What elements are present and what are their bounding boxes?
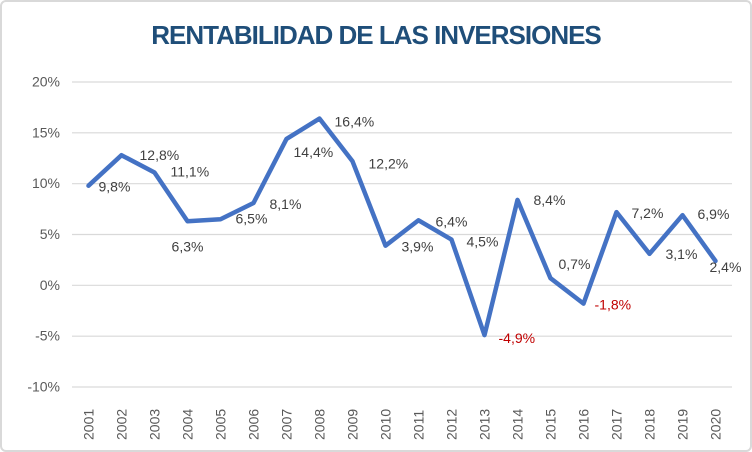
- x-tick-label: 2012: [444, 409, 460, 440]
- x-tick-label: 2015: [543, 409, 559, 440]
- x-tick-label: 2006: [246, 409, 262, 440]
- y-tick-label: 15%: [32, 124, 60, 140]
- data-label: 6,9%: [698, 206, 730, 222]
- data-label: 11,1%: [171, 163, 210, 179]
- x-tick-label: 2017: [609, 409, 625, 440]
- data-label: 8,4%: [534, 192, 566, 208]
- data-label: 14,4%: [294, 144, 334, 160]
- x-tick-label: 2009: [345, 409, 361, 440]
- x-tick-label: 2007: [279, 409, 295, 440]
- x-tick-label: 2016: [576, 409, 592, 440]
- data-label: 3,9%: [402, 239, 434, 255]
- data-label: 6,3%: [172, 238, 204, 254]
- x-tick-label: 2019: [675, 409, 691, 440]
- x-tick-label: 2005: [213, 409, 229, 440]
- x-tick-label: 2001: [81, 409, 97, 440]
- x-tick-label: 2018: [642, 409, 658, 440]
- y-tick-label: 10%: [32, 175, 60, 191]
- x-tick-label: 2010: [378, 409, 394, 440]
- x-tick-label: 2011: [411, 410, 427, 440]
- data-label: 3,1%: [666, 246, 698, 262]
- x-tick-label: 2002: [114, 409, 130, 440]
- data-label: 2,4%: [710, 259, 742, 275]
- data-label: 6,4%: [436, 213, 468, 229]
- data-label: 12,2%: [369, 155, 409, 171]
- y-tick-label: 5%: [40, 226, 60, 242]
- series-line: [86, 116, 718, 338]
- data-label: 7,2%: [632, 205, 664, 221]
- chart-title: RENTABILIDAD DE LAS INVERSIONES: [151, 20, 602, 50]
- x-tick-label: 2013: [477, 409, 493, 440]
- y-tick-label: -10%: [27, 379, 60, 395]
- x-tick-label: 2014: [510, 409, 526, 440]
- data-label: -4,9%: [499, 330, 536, 346]
- y-tick-label: -5%: [35, 328, 60, 344]
- data-label: 0,7%: [559, 256, 591, 272]
- data-label: 16,4%: [335, 114, 375, 130]
- data-label: 6,5%: [236, 210, 268, 226]
- data-label: -1,8%: [595, 297, 632, 313]
- y-tick-label: 0%: [40, 277, 60, 293]
- x-tick-label: 2004: [180, 409, 196, 440]
- x-tick-label: 2003: [147, 409, 163, 440]
- x-tick-label: 2020: [708, 409, 724, 440]
- data-label: 4,5%: [467, 234, 499, 250]
- data-label: 9,8%: [99, 179, 131, 195]
- data-label: 8,1%: [270, 196, 302, 212]
- y-tick-label: 20%: [32, 74, 60, 90]
- data-label: 12,8%: [140, 147, 180, 163]
- x-tick-label: 2008: [312, 409, 328, 440]
